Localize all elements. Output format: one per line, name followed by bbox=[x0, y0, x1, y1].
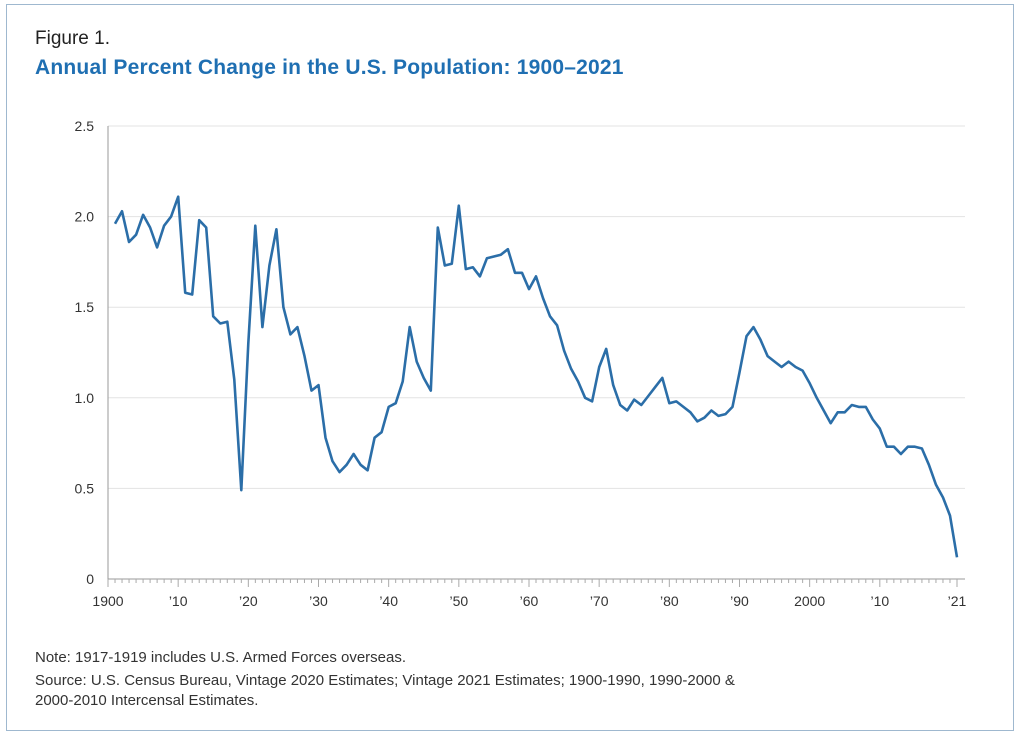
chart-title: Annual Percent Change in the U.S. Popula… bbox=[35, 56, 624, 79]
x-tick-label: ’90 bbox=[730, 593, 749, 609]
y-tick-label: 0 bbox=[86, 571, 94, 587]
figure-frame bbox=[6, 4, 1014, 731]
x-tick-label: 2000 bbox=[794, 593, 825, 609]
source-line-1: Source: U.S. Census Bureau, Vintage 2020… bbox=[35, 672, 735, 689]
x-tick-label: ’70 bbox=[590, 593, 609, 609]
x-tick-label: ’50 bbox=[449, 593, 468, 609]
x-tick-label: ’40 bbox=[379, 593, 398, 609]
x-tick-label: ’30 bbox=[309, 593, 328, 609]
y-tick-label: 2.0 bbox=[75, 209, 95, 225]
x-tick-label: ’21 bbox=[948, 593, 967, 609]
note-text: Note: 1917-1919 includes U.S. Armed Forc… bbox=[35, 649, 407, 666]
source-line-2: 2000-2010 Intercensal Estimates. bbox=[35, 692, 259, 709]
x-tick-label: ’10 bbox=[169, 593, 188, 609]
x-tick-label: 1900 bbox=[92, 593, 123, 609]
population-change-line bbox=[113, 195, 959, 558]
x-tick-label: ’10 bbox=[870, 593, 889, 609]
x-tick-label: ’20 bbox=[239, 593, 258, 609]
x-tick-label: ’80 bbox=[660, 593, 679, 609]
y-tick-label: 1.5 bbox=[75, 299, 95, 315]
y-tick-label: 1.0 bbox=[75, 390, 95, 406]
y-tick-label: 0.5 bbox=[75, 480, 95, 496]
y-tick-label: 2.5 bbox=[75, 118, 95, 134]
x-tick-label: ’60 bbox=[520, 593, 539, 609]
figure-label: Figure 1. bbox=[35, 28, 110, 49]
